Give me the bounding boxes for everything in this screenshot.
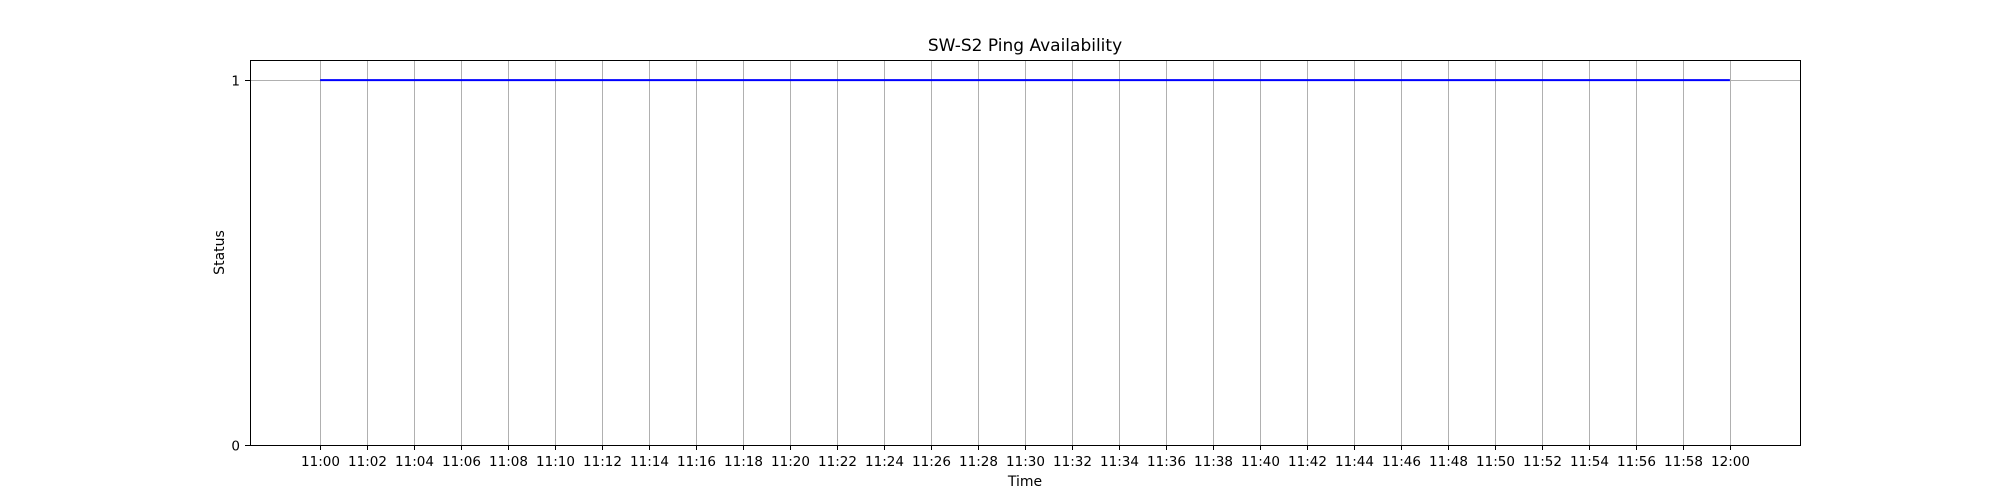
x-tick-label: 11:40	[1241, 454, 1280, 470]
x-tick-label: 11:20	[771, 454, 810, 470]
y-axis-ticks: 01	[231, 74, 250, 455]
x-tick-label: 11:00	[301, 454, 340, 470]
chart-title: SW-S2 Ping Availability	[928, 36, 1122, 56]
x-tick-label: 11:36	[1147, 454, 1186, 470]
x-tick-label: 11:44	[1335, 454, 1374, 470]
x-tick-label: 11:02	[348, 454, 387, 470]
x-tick-label: 11:38	[1194, 454, 1233, 470]
grid	[250, 60, 1800, 446]
x-tick-label: 11:54	[1570, 454, 1609, 470]
x-tick-label: 11:12	[583, 454, 622, 470]
y-axis-label: Status	[212, 230, 228, 275]
x-tick-label: 11:34	[1100, 454, 1139, 470]
x-tick-label: 11:58	[1664, 454, 1703, 470]
x-tick-label: 11:16	[677, 454, 716, 470]
y-tick-label: 1	[231, 74, 240, 90]
x-tick-label: 11:06	[442, 454, 481, 470]
x-tick-label: 12:00	[1711, 454, 1750, 470]
x-tick-label: 11:30	[1006, 454, 1045, 470]
x-tick-label: 11:04	[395, 454, 434, 470]
x-tick-label: 11:50	[1476, 454, 1515, 470]
x-tick-label: 11:18	[724, 454, 763, 470]
x-tick-label: 11:52	[1523, 454, 1562, 470]
y-tick-label: 0	[231, 439, 240, 455]
x-tick-label: 11:08	[489, 454, 528, 470]
x-tick-label: 11:10	[536, 454, 575, 470]
x-axis-label: Time	[1007, 474, 1042, 490]
x-tick-label: 11:22	[818, 454, 857, 470]
x-tick-label: 11:26	[912, 454, 951, 470]
x-tick-label: 11:42	[1288, 454, 1327, 470]
x-tick-label: 11:32	[1053, 454, 1092, 470]
x-tick-label: 11:46	[1382, 454, 1421, 470]
x-tick-label: 11:24	[865, 454, 904, 470]
x-tick-label: 11:48	[1429, 454, 1468, 470]
x-tick-label: 11:14	[630, 454, 669, 470]
x-tick-label: 11:28	[959, 454, 998, 470]
x-axis-ticks: 11:00 11:02 11:04 11:06 11:08 11:10 11:12 11:14…	[301, 445, 1750, 470]
x-tick-label: 11:56	[1617, 454, 1656, 470]
